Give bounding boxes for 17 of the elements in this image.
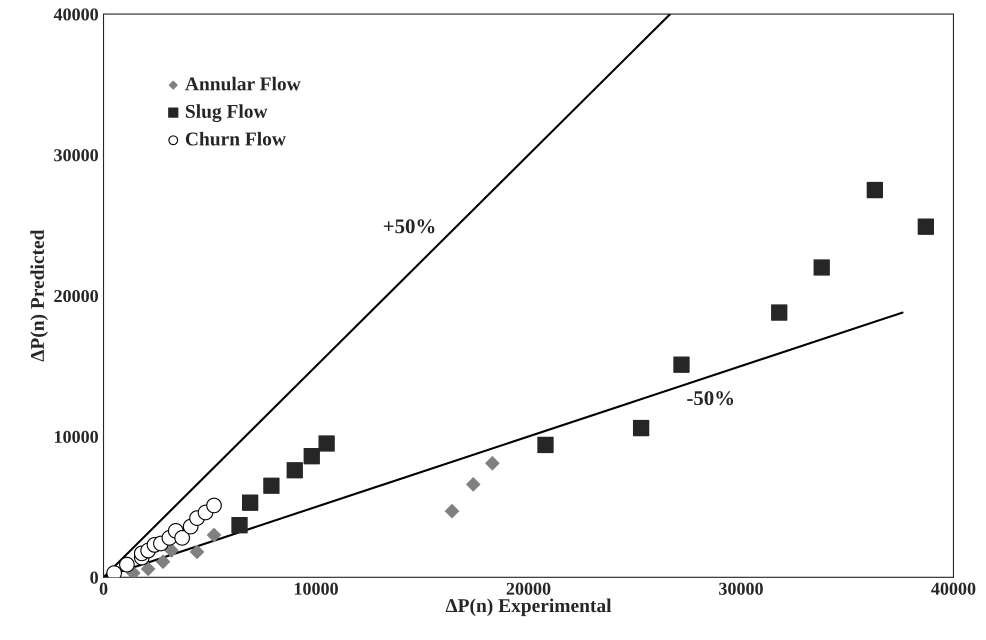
x-tick-label: 0 bbox=[100, 582, 108, 595]
legend-label: Slug Flow bbox=[186, 104, 268, 122]
legend-label: Churn Flow bbox=[186, 132, 286, 146]
x-tick-label: 10000 bbox=[294, 582, 338, 595]
y-tick-label: 40000 bbox=[54, 8, 98, 21]
legend-label: Annular Flow bbox=[185, 76, 301, 90]
y-tick-label: 20000 bbox=[54, 290, 98, 302]
x-tick-label: 20000 bbox=[506, 582, 550, 595]
x-axis-title: ΔP(n) Experimental bbox=[446, 598, 612, 616]
y-axis-title: ΔP(n) Predicted bbox=[30, 230, 48, 362]
y-tick-label: 10000 bbox=[54, 430, 98, 443]
annotation: +50% bbox=[384, 219, 434, 234]
x-tick-label: 40000 bbox=[931, 582, 976, 595]
x-tick-label: 30000 bbox=[719, 582, 763, 595]
y-tick-label: 0 bbox=[90, 572, 98, 584]
y-tick-label: 30000 bbox=[54, 149, 98, 162]
annotation: -50% bbox=[687, 391, 734, 406]
